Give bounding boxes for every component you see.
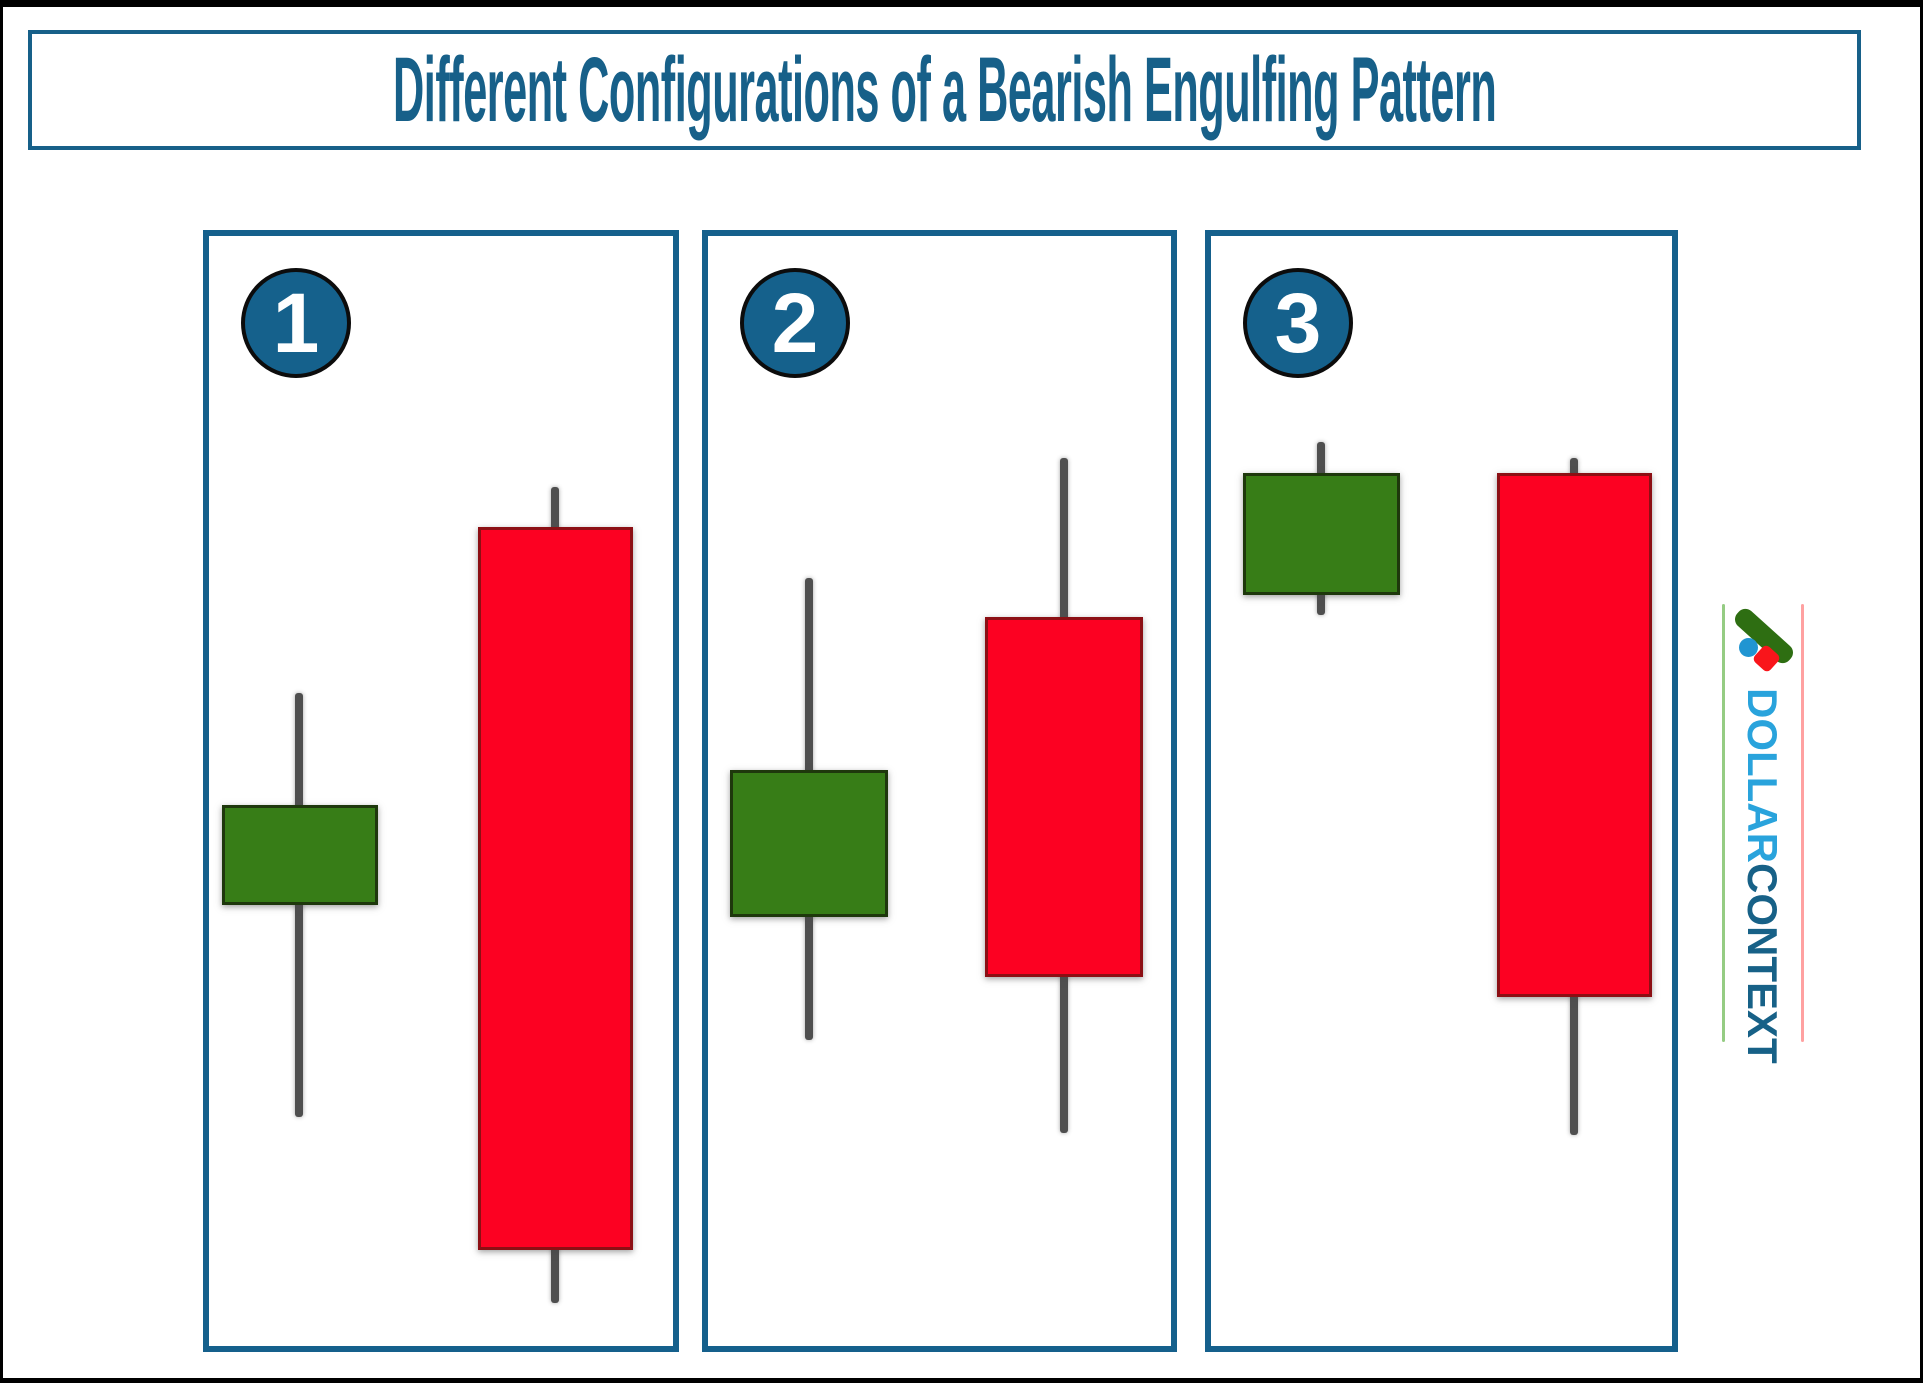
panel-number-badge: 2 [740,268,850,378]
pattern-panel-2: 2 [702,230,1177,1352]
title-box: Different Configurations of a Bearish En… [28,30,1861,150]
brand-line-pink [1801,604,1804,1042]
brand-name-context: CONTEXT [1739,862,1786,1064]
panel-number-badge: 3 [1243,268,1353,378]
brand-logo-dot-icon [1739,638,1758,657]
brand-line-green [1722,604,1725,1042]
brand-name-dollar: DOLLAR [1739,688,1786,863]
pattern-panel-1: 1 [203,230,679,1352]
brand-name: DOLLARCONTEXT [1738,688,1786,1064]
pattern-panel-3: 3 [1205,230,1678,1352]
panel-number-badge: 1 [241,268,351,378]
page-title: Different Configurations of a Bearish En… [392,39,1497,141]
